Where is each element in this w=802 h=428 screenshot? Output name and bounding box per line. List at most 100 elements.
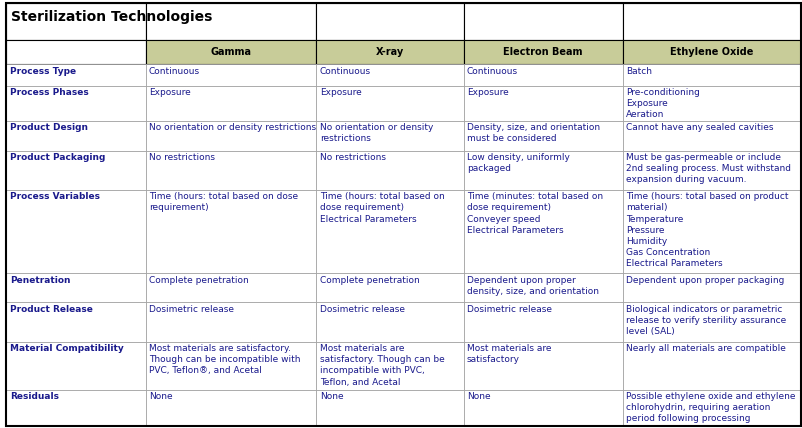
Bar: [622, 190, 800, 273]
Bar: [316, 64, 463, 86]
Text: Must be gas-permeable or include
2nd sealing process. Must withstand
expansion d: Must be gas-permeable or include 2nd sea…: [625, 153, 790, 184]
Bar: [145, 342, 316, 389]
Bar: [145, 86, 316, 121]
Text: Time (hours: total based on product
material)
Temperature
Pressure
Humidity
Gas : Time (hours: total based on product mate…: [625, 192, 788, 268]
Text: Time (hours: total based on dose
requirement): Time (hours: total based on dose require…: [148, 192, 298, 212]
Text: Batch: Batch: [625, 66, 651, 75]
Bar: [622, 121, 800, 151]
Text: Continuous: Continuous: [148, 66, 200, 75]
Text: Time (minutes: total based on
dose requirement)
Conveyer speed
Electrical Parame: Time (minutes: total based on dose requi…: [466, 192, 602, 235]
Bar: [463, 40, 622, 64]
Bar: [622, 273, 800, 303]
Bar: [463, 342, 622, 389]
Bar: [6, 389, 145, 426]
Bar: [316, 342, 463, 389]
Text: Low density, uniformly
packaged: Low density, uniformly packaged: [466, 153, 569, 173]
Text: Product Packaging: Product Packaging: [10, 153, 105, 162]
Text: Nearly all materials are compatible: Nearly all materials are compatible: [625, 344, 784, 353]
Bar: [6, 86, 145, 121]
Text: No orientation or density restrictions: No orientation or density restrictions: [148, 123, 315, 132]
Bar: [145, 40, 316, 64]
Bar: [463, 303, 622, 342]
Bar: [622, 342, 800, 389]
Text: Most materials are
satisfactory. Though can be
incompatible with PVC,
Teflon, an: Most materials are satisfactory. Though …: [319, 344, 444, 386]
Text: No restrictions: No restrictions: [148, 153, 214, 162]
Bar: [145, 64, 316, 86]
Text: Product Design: Product Design: [10, 123, 87, 132]
Text: Time (hours: total based on
dose requirement)
Electrical Parameters: Time (hours: total based on dose require…: [319, 192, 444, 223]
Text: None: None: [148, 392, 172, 401]
Text: No restrictions: No restrictions: [319, 153, 385, 162]
Text: Continuous: Continuous: [466, 66, 517, 75]
Bar: [316, 86, 463, 121]
Text: None: None: [319, 392, 343, 401]
Bar: [145, 389, 316, 426]
Bar: [622, 40, 800, 64]
Text: Dependent upon proper packaging: Dependent upon proper packaging: [625, 276, 783, 285]
Text: Exposure: Exposure: [466, 88, 508, 97]
Text: Complete penetration: Complete penetration: [319, 276, 419, 285]
Text: Gamma: Gamma: [210, 48, 251, 57]
Text: Cannot have any sealed cavities: Cannot have any sealed cavities: [625, 123, 772, 132]
Bar: [6, 273, 145, 303]
Text: Process Variables: Process Variables: [10, 192, 99, 201]
Bar: [463, 86, 622, 121]
Text: Product Release: Product Release: [10, 305, 92, 314]
Text: Dependent upon proper
density, size, and orientation: Dependent upon proper density, size, and…: [466, 276, 598, 296]
Bar: [145, 273, 316, 303]
Text: Ethylene Oxide: Ethylene Oxide: [670, 48, 753, 57]
Bar: [463, 64, 622, 86]
Bar: [316, 303, 463, 342]
Bar: [6, 64, 145, 86]
Bar: [6, 3, 145, 40]
Text: Electron Beam: Electron Beam: [503, 48, 582, 57]
Bar: [622, 64, 800, 86]
Text: Continuous: Continuous: [319, 66, 371, 75]
Bar: [316, 190, 463, 273]
Bar: [622, 303, 800, 342]
Text: None: None: [466, 392, 490, 401]
Text: Process Type: Process Type: [10, 66, 75, 75]
Bar: [463, 3, 622, 40]
Text: Penetration: Penetration: [10, 276, 70, 285]
Text: Exposure: Exposure: [319, 88, 361, 97]
Text: Dosimetric release: Dosimetric release: [148, 305, 233, 314]
Bar: [6, 190, 145, 273]
Bar: [316, 151, 463, 190]
Bar: [6, 151, 145, 190]
Bar: [463, 151, 622, 190]
Text: Density, size, and orientation
must be considered: Density, size, and orientation must be c…: [466, 123, 599, 143]
Bar: [6, 342, 145, 389]
Bar: [316, 3, 463, 40]
Text: Process Phases: Process Phases: [10, 88, 88, 97]
Bar: [463, 121, 622, 151]
Bar: [463, 190, 622, 273]
Text: Possible ethylene oxide and ethylene
chlorohydrin, requiring aeration
period fol: Possible ethylene oxide and ethylene chl…: [625, 392, 794, 423]
Text: Biological indicators or parametric
release to verify sterility assurance
level : Biological indicators or parametric rele…: [625, 305, 785, 336]
Bar: [145, 303, 316, 342]
Bar: [463, 389, 622, 426]
Bar: [622, 86, 800, 121]
Bar: [6, 121, 145, 151]
Bar: [145, 3, 316, 40]
Bar: [463, 273, 622, 303]
Bar: [316, 40, 463, 64]
Text: Material Compatibility: Material Compatibility: [10, 344, 124, 353]
Bar: [145, 151, 316, 190]
Text: Pre-conditioning
Exposure
Aeration: Pre-conditioning Exposure Aeration: [625, 88, 699, 119]
Bar: [6, 40, 145, 64]
Text: Dosimetric release: Dosimetric release: [466, 305, 551, 314]
Text: No orientation or density
restrictions: No orientation or density restrictions: [319, 123, 432, 143]
Bar: [145, 190, 316, 273]
Text: Exposure: Exposure: [148, 88, 190, 97]
Bar: [622, 389, 800, 426]
Bar: [6, 303, 145, 342]
Bar: [316, 121, 463, 151]
Text: Most materials are
satisfactory: Most materials are satisfactory: [466, 344, 550, 364]
Bar: [622, 3, 800, 40]
Text: Complete penetration: Complete penetration: [148, 276, 248, 285]
Text: X-ray: X-ray: [375, 48, 403, 57]
Bar: [622, 151, 800, 190]
Text: Dosimetric release: Dosimetric release: [319, 305, 404, 314]
Text: Most materials are satisfactory.
Though can be incompatible with
PVC, Teflon®, a: Most materials are satisfactory. Though …: [148, 344, 300, 375]
